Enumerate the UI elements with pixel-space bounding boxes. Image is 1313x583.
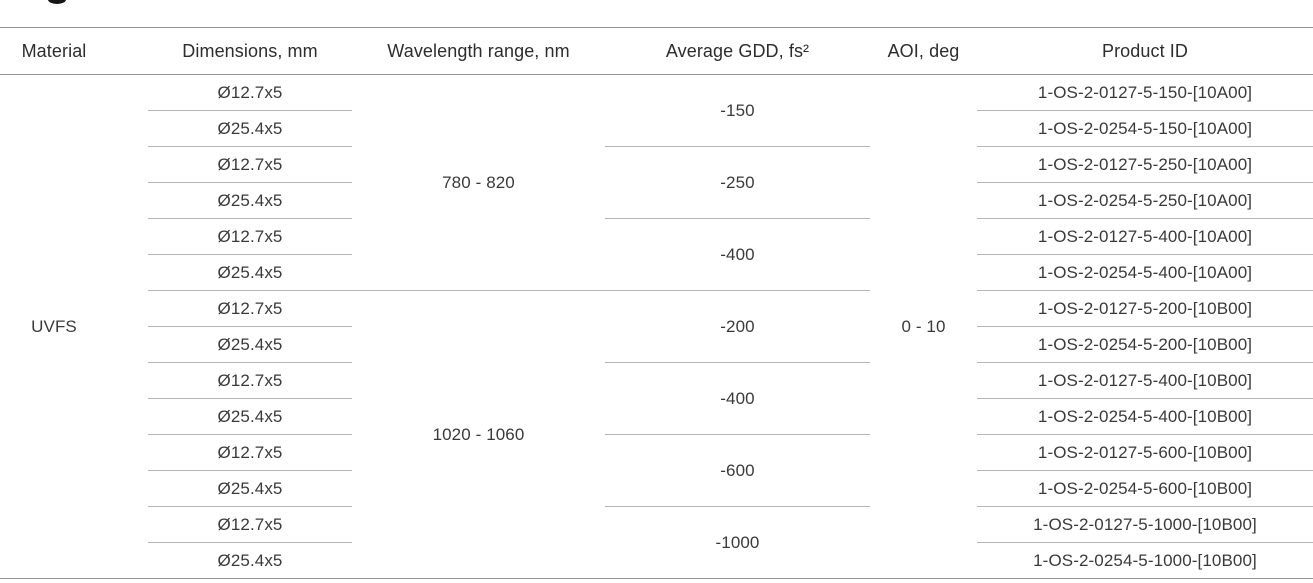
dimensions-cell: Ø12.7x5 <box>148 506 352 543</box>
dimensions-cell: Ø12.7x5 <box>148 362 352 399</box>
spec-row: Ø12.7x5 -250 1-OS-2-0127-5-250-[10A00] <box>0 146 1313 219</box>
dimensions-cell: Ø12.7x5 <box>148 146 352 183</box>
product-id-cell: 1-OS-2-0254-5-200-[10B00] <box>977 326 1313 363</box>
gdd-cell: -200 <box>605 290 870 363</box>
product-id-cell: 1-OS-2-0127-5-250-[10A00] <box>977 146 1313 183</box>
dimensions-cell: Ø25.4x5 <box>148 542 352 579</box>
spec-row: Ø25.4x5 1-OS-2-0254-5-400-[10B00] <box>0 398 1313 435</box>
dimensions-cell: Ø12.7x5 <box>148 218 352 255</box>
col-header-product-id: Product ID <box>977 27 1313 75</box>
dimensions-cell: Ø12.7x5 <box>148 290 352 327</box>
specifications-table: Material Dimensions, mm Wavelength range… <box>0 27 1313 579</box>
aoi-cell: 0 - 10 <box>870 74 977 579</box>
cropped-heading-glyph <box>48 0 66 4</box>
header-row: Material Dimensions, mm Wavelength range… <box>0 27 1313 75</box>
gdd-cell: -250 <box>605 146 870 219</box>
dimensions-cell: Ø25.4x5 <box>148 254 352 291</box>
spec-row: Ø25.4x5 1-OS-2-0254-5-250-[10A00] <box>0 182 1313 219</box>
gdd-cell: -600 <box>605 434 870 507</box>
spec-row: Ø25.4x5 1-OS-2-0254-5-1000-[10B00] <box>0 542 1313 579</box>
product-id-cell: 1-OS-2-0127-5-150-[10A00] <box>977 74 1313 111</box>
product-id-cell: 1-OS-2-0127-5-400-[10A00] <box>977 218 1313 255</box>
spec-row: Ø25.4x5 1-OS-2-0254-5-200-[10B00] <box>0 326 1313 363</box>
spec-row: Ø25.4x5 1-OS-2-0254-5-600-[10B00] <box>0 470 1313 507</box>
product-id-cell: 1-OS-2-0127-5-600-[10B00] <box>977 434 1313 471</box>
col-header-material: Material <box>0 27 148 75</box>
product-id-cell: 1-OS-2-0127-5-200-[10B00] <box>977 290 1313 327</box>
spec-row: Ø12.7x5 -400 1-OS-2-0127-5-400-[10A00] <box>0 218 1313 291</box>
dimensions-cell: Ø12.7x5 <box>148 434 352 471</box>
dimensions-cell: Ø25.4x5 <box>148 182 352 219</box>
dimensions-cell: Ø25.4x5 <box>148 326 352 363</box>
product-id-cell: 1-OS-2-0254-5-150-[10A00] <box>977 110 1313 147</box>
product-id-cell: 1-OS-2-0254-5-1000-[10B00] <box>977 542 1313 579</box>
dimensions-cell: Ø25.4x5 <box>148 470 352 507</box>
material-cell: UVFS <box>0 74 148 579</box>
col-header-average-gdd: Average GDD, fs² <box>605 27 870 75</box>
col-header-dimensions: Dimensions, mm <box>148 27 352 75</box>
gdd-cell: -400 <box>605 362 870 435</box>
spec-row: Ø12.7x5 -400 1-OS-2-0127-5-400-[10B00] <box>0 362 1313 435</box>
product-id-cell: 1-OS-2-0254-5-250-[10A00] <box>977 182 1313 219</box>
product-id-cell: 1-OS-2-0254-5-400-[10A00] <box>977 254 1313 291</box>
spec-row: Ø25.4x5 1-OS-2-0254-5-150-[10A00] <box>0 110 1313 147</box>
spec-row: Ø12.7x5 -1000 1-OS-2-0127-5-1000-[10B00] <box>0 506 1313 579</box>
spec-row: UVFS Ø12.7x5 780 - 820 -150 0 - 10 1-OS-… <box>0 74 1313 579</box>
gdd-cell: -1000 <box>605 506 870 579</box>
dimensions-cell: Ø25.4x5 <box>148 398 352 435</box>
col-header-aoi: AOI, deg <box>870 27 977 75</box>
wavelength-range-cell: 1020 - 1060 <box>352 290 605 579</box>
gdd-cell: -400 <box>605 218 870 291</box>
product-id-cell: 1-OS-2-0254-5-600-[10B00] <box>977 470 1313 507</box>
spec-row: Ø12.7x5 -600 1-OS-2-0127-5-600-[10B00] <box>0 434 1313 507</box>
spec-row: Ø25.4x5 1-OS-2-0254-5-400-[10A00] <box>0 254 1313 291</box>
gdd-cell: -150 <box>605 74 870 147</box>
product-id-cell: 1-OS-2-0127-5-400-[10B00] <box>977 362 1313 399</box>
product-id-cell: 1-OS-2-0254-5-400-[10B00] <box>977 398 1313 435</box>
wavelength-range-cell: 780 - 820 <box>352 74 605 291</box>
dimensions-cell: Ø25.4x5 <box>148 110 352 147</box>
dimensions-cell: Ø12.7x5 <box>148 74 352 111</box>
product-id-cell: 1-OS-2-0127-5-1000-[10B00] <box>977 506 1313 543</box>
col-header-wavelength-range: Wavelength range, nm <box>352 27 605 75</box>
spec-row: Ø12.7x5 1020 - 1060 -200 1-OS-2-0127-5-2… <box>0 290 1313 579</box>
